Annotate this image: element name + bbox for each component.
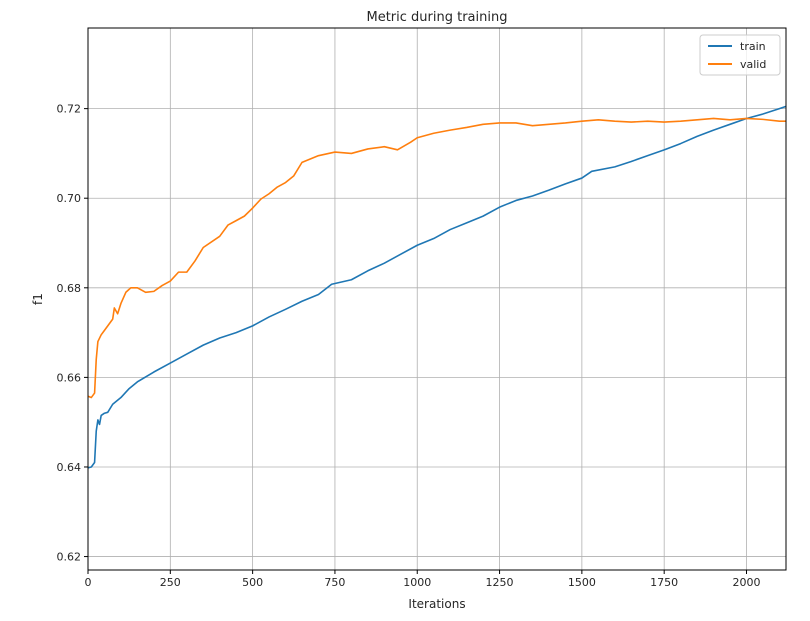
x-tick-label: 1750: [650, 576, 678, 589]
legend-label-valid: valid: [740, 58, 766, 71]
x-axis-title: Iterations: [408, 597, 465, 611]
x-tick-label: 1000: [403, 576, 431, 589]
y-tick-label: 0.64: [57, 461, 82, 474]
y-axis-title: f1: [31, 293, 45, 305]
series-lines: [87, 105, 787, 469]
series-line-train: [87, 105, 787, 469]
legend: train valid: [699, 34, 781, 76]
x-tick-label: 0: [85, 576, 92, 589]
legend-label-train: train: [740, 40, 766, 53]
series-line-valid: [87, 117, 786, 399]
plot-frame: [87, 27, 787, 571]
x-tick-label: 500: [242, 576, 263, 589]
chart-title: Metric during training: [367, 10, 508, 25]
y-tick-label: 0.68: [57, 282, 82, 295]
y-tick-label: 0.70: [57, 192, 82, 205]
y-axis-ticks: 0.62 0.64 0.66 0.68 0.70 0.72: [57, 103, 88, 564]
y-tick-label: 0.66: [57, 371, 82, 384]
x-tick-label: 750: [324, 576, 345, 589]
grid: [87, 28, 786, 570]
x-tick-label: 250: [160, 576, 181, 589]
x-axis-ticks: 0 250 500 750 1000 1250 1500 1750 2000: [85, 570, 760, 589]
x-tick-label: 2000: [732, 576, 760, 589]
x-tick-label: 1250: [486, 576, 514, 589]
x-tick-label: 1500: [568, 576, 596, 589]
y-tick-label: 0.72: [57, 103, 82, 116]
y-tick-label: 0.62: [57, 551, 82, 564]
